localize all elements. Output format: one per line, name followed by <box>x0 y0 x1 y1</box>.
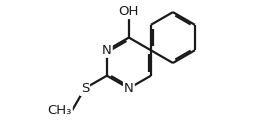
Text: CH₃: CH₃ <box>48 104 72 117</box>
Text: N: N <box>124 82 134 95</box>
Text: N: N <box>102 44 112 57</box>
Text: OH: OH <box>119 6 139 18</box>
Text: S: S <box>81 82 89 95</box>
